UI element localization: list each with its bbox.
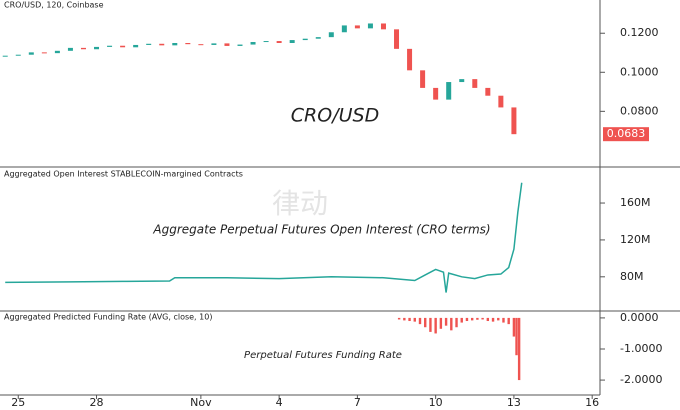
candle: [367, 23, 373, 29]
bar: [418, 317, 422, 325]
candle: [80, 47, 86, 50]
x-tick-label: 10: [429, 396, 443, 409]
panel-subtitle: CRO/USD, 120, Coinbase: [4, 1, 104, 10]
bar: [439, 317, 443, 329]
price-badge: [603, 127, 649, 142]
panel-subtitle: Aggregated Predicted Funding Rate (AVG, …: [4, 313, 212, 322]
candle: [237, 44, 243, 46]
candle: [446, 82, 452, 100]
bar: [455, 317, 458, 328]
x-tick-label: 16: [585, 396, 599, 409]
candle: [511, 107, 517, 135]
candle: [41, 52, 47, 54]
y-tick-label: 80M: [620, 270, 644, 283]
bar: [444, 317, 448, 326]
candle: [315, 37, 321, 39]
bar: [481, 317, 484, 320]
bar: [429, 317, 432, 332]
bar: [413, 317, 416, 322]
x-tick-label: Nov: [190, 396, 212, 409]
x-tick-label: 7: [354, 396, 361, 409]
candle: [394, 29, 400, 49]
y-tick-label: 0.0800: [620, 104, 659, 117]
x-tick-label: 13: [507, 396, 521, 409]
candle: [172, 43, 178, 46]
bar: [397, 317, 401, 320]
candle: [198, 44, 204, 46]
candle: [2, 55, 8, 57]
current-price-label: 0.0683: [607, 127, 646, 140]
bar: [403, 317, 406, 321]
candle: [459, 79, 465, 83]
candle: [433, 87, 439, 100]
y-tick-label: 160M: [620, 196, 651, 209]
candle: [120, 45, 126, 48]
bar: [450, 317, 453, 331]
candle: [498, 95, 504, 108]
candle: [407, 48, 413, 71]
bar: [470, 317, 474, 321]
candle: [276, 41, 282, 43]
bar: [460, 317, 463, 323]
panel-title: Aggregate Perpetual Futures Open Interes…: [152, 223, 490, 237]
bar: [502, 317, 505, 323]
candle: [159, 43, 165, 46]
candle: [211, 43, 217, 45]
bar: [517, 317, 521, 381]
oi-line: [5, 182, 523, 293]
candle: [420, 70, 426, 88]
candle: [472, 79, 478, 88]
candle: [146, 43, 152, 45]
bar: [434, 317, 437, 334]
candle: [133, 44, 139, 48]
candle: [380, 23, 386, 30]
bar: [497, 317, 500, 321]
bar: [491, 317, 495, 322]
candle: [289, 40, 295, 43]
candle: [302, 38, 308, 41]
bar: [512, 317, 516, 337]
y-tick-label: -2.0000: [620, 373, 662, 386]
panel-title: Perpetual Futures Funding Rate: [244, 350, 402, 361]
bar: [507, 317, 510, 325]
candle: [107, 45, 113, 47]
y-tick-label: 0.1200: [620, 26, 659, 39]
bar: [476, 317, 479, 320]
bar: [515, 317, 518, 356]
y-tick-label: 0.1000: [620, 65, 659, 78]
candle: [250, 42, 256, 45]
candle: [185, 43, 191, 45]
bar: [465, 317, 469, 322]
x-tick-label: 4: [276, 396, 283, 409]
x-tick-label: 25: [11, 396, 25, 409]
candle: [224, 43, 230, 46]
bar: [486, 317, 490, 322]
candle: [28, 52, 34, 55]
y-tick-label: -1.0000: [620, 342, 662, 355]
candle: [263, 41, 269, 43]
panel-title: CRO/USD: [291, 105, 379, 127]
candle: [341, 25, 347, 33]
y-tick-label: 120M: [620, 233, 651, 246]
candle: [354, 25, 360, 29]
watermark: 律动: [272, 187, 328, 220]
bar: [424, 317, 427, 328]
y-tick-label: 0.0000: [620, 311, 659, 324]
candle: [67, 47, 73, 51]
candle: [15, 54, 21, 56]
bar: [408, 317, 411, 322]
panel-subtitle: Aggregated Open Interest STABLECOIN-marg…: [4, 170, 243, 179]
candle: [328, 32, 334, 38]
candle: [485, 87, 491, 96]
x-tick-label: 28: [90, 396, 104, 409]
candle: [54, 50, 60, 54]
candle: [94, 46, 100, 50]
